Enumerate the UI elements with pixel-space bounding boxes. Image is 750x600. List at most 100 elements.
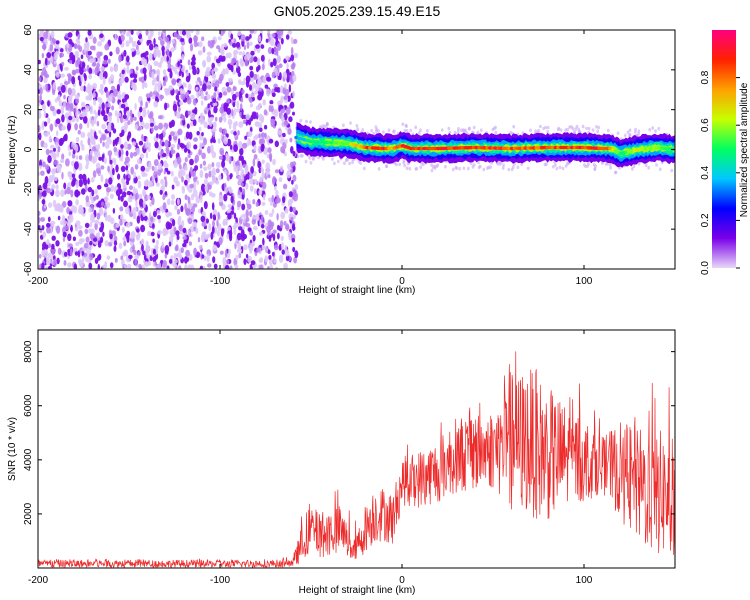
ridge-halo-dot bbox=[408, 167, 412, 171]
figure-title: GN05.2025.239.15.49.E15 bbox=[274, 3, 441, 19]
noise-dot bbox=[100, 201, 105, 207]
noise-dot bbox=[195, 227, 199, 235]
ridge-halo-dot bbox=[472, 163, 476, 167]
noise-dot bbox=[216, 219, 219, 227]
noise-dot bbox=[289, 137, 293, 143]
noise-dot bbox=[89, 108, 93, 115]
noise-dot bbox=[74, 94, 80, 100]
ridge-halo-dot bbox=[385, 164, 388, 168]
noise-dot bbox=[129, 241, 135, 246]
noise-dot bbox=[218, 116, 223, 123]
noise-dot bbox=[212, 219, 215, 228]
ridge-halo-dot bbox=[601, 161, 604, 165]
noise-dot bbox=[284, 138, 288, 145]
noise-dot bbox=[290, 46, 294, 56]
noise-dot bbox=[128, 174, 131, 179]
noise-dot bbox=[112, 139, 116, 147]
noise-dot bbox=[229, 124, 232, 130]
noise-dot bbox=[126, 55, 130, 63]
noise-dot bbox=[39, 87, 43, 95]
noise-dot bbox=[178, 71, 182, 77]
noise-dot bbox=[62, 135, 67, 142]
noise-dot bbox=[87, 50, 92, 56]
noise-dot bbox=[157, 230, 163, 235]
noise-dot bbox=[203, 201, 208, 210]
noise-dot bbox=[213, 92, 217, 99]
noise-dot bbox=[287, 30, 293, 35]
noise-dot bbox=[137, 180, 142, 189]
noise-dot bbox=[211, 202, 215, 211]
noise-dot bbox=[86, 121, 90, 129]
noise-dot bbox=[153, 100, 159, 108]
noise-dot bbox=[120, 144, 124, 149]
noise-dot bbox=[271, 71, 276, 79]
noise-dot bbox=[40, 217, 45, 222]
noise-dot bbox=[63, 260, 67, 266]
noise-dot bbox=[156, 133, 159, 139]
noise-dot bbox=[146, 245, 151, 251]
noise-dot bbox=[95, 194, 99, 200]
noise-dot bbox=[184, 203, 188, 212]
noise-dot bbox=[148, 220, 154, 227]
noise-dot bbox=[153, 170, 158, 179]
noise-dot bbox=[42, 85, 46, 91]
noise-dot bbox=[203, 121, 208, 128]
noise-dot bbox=[201, 152, 207, 160]
ridge-halo-dot bbox=[489, 165, 492, 169]
noise-dot bbox=[200, 194, 203, 204]
noise-dot bbox=[38, 59, 41, 65]
noise-dot bbox=[88, 228, 92, 234]
noise-dot bbox=[125, 150, 129, 157]
noise-dot bbox=[82, 173, 87, 182]
noise-dot bbox=[76, 30, 80, 35]
noise-dot bbox=[215, 58, 221, 64]
noise-dot bbox=[85, 236, 90, 243]
noise-dot bbox=[233, 51, 236, 56]
noise-dot bbox=[78, 225, 83, 230]
noise-dot bbox=[41, 199, 46, 205]
noise-dot bbox=[251, 111, 257, 120]
ridge-halo-dot bbox=[595, 125, 598, 129]
noise-dot bbox=[96, 202, 100, 208]
ridge-halo-dot bbox=[648, 127, 652, 132]
noise-dot bbox=[234, 264, 239, 269]
noise-dot bbox=[283, 95, 288, 101]
ridge-halo-dot bbox=[405, 129, 409, 133]
noise-dot bbox=[60, 73, 65, 78]
noise-dot bbox=[178, 106, 181, 112]
noise-dot bbox=[180, 38, 185, 42]
noise-dot bbox=[238, 155, 243, 161]
noise-dot bbox=[136, 49, 140, 56]
noise-dot bbox=[79, 67, 84, 75]
noise-dot bbox=[272, 229, 277, 235]
noise-dot bbox=[65, 158, 70, 167]
noise-dot bbox=[199, 142, 203, 151]
noise-dot bbox=[280, 235, 284, 242]
noise-dot bbox=[52, 199, 57, 208]
noise-dot bbox=[111, 105, 115, 111]
noise-dot bbox=[285, 55, 290, 61]
noise-dot bbox=[132, 207, 138, 212]
noise-dot bbox=[269, 100, 274, 105]
ridge-halo-dot bbox=[426, 128, 429, 133]
noise-dot bbox=[171, 79, 176, 86]
noise-dot bbox=[173, 252, 177, 260]
ridge-halo-dot bbox=[305, 119, 308, 124]
noise-dot bbox=[156, 49, 161, 58]
noise-dot bbox=[206, 55, 212, 63]
noise-dot bbox=[272, 202, 277, 208]
ridge-halo-dot bbox=[644, 163, 648, 167]
noise-dot bbox=[135, 192, 139, 200]
noise-dot bbox=[172, 103, 178, 112]
ridge-halo-dot bbox=[654, 129, 657, 133]
noise-dot bbox=[263, 109, 268, 116]
ridge-halo-dot bbox=[349, 121, 352, 125]
noise-dot bbox=[187, 229, 191, 237]
noise-dot bbox=[118, 242, 123, 250]
noise-dot bbox=[77, 75, 81, 81]
noise-dot bbox=[291, 179, 294, 185]
colorbar-tick-label: 0.4 bbox=[700, 165, 711, 179]
noise-dot bbox=[209, 120, 213, 127]
noise-dot bbox=[47, 60, 51, 65]
noise-dot bbox=[38, 95, 41, 101]
